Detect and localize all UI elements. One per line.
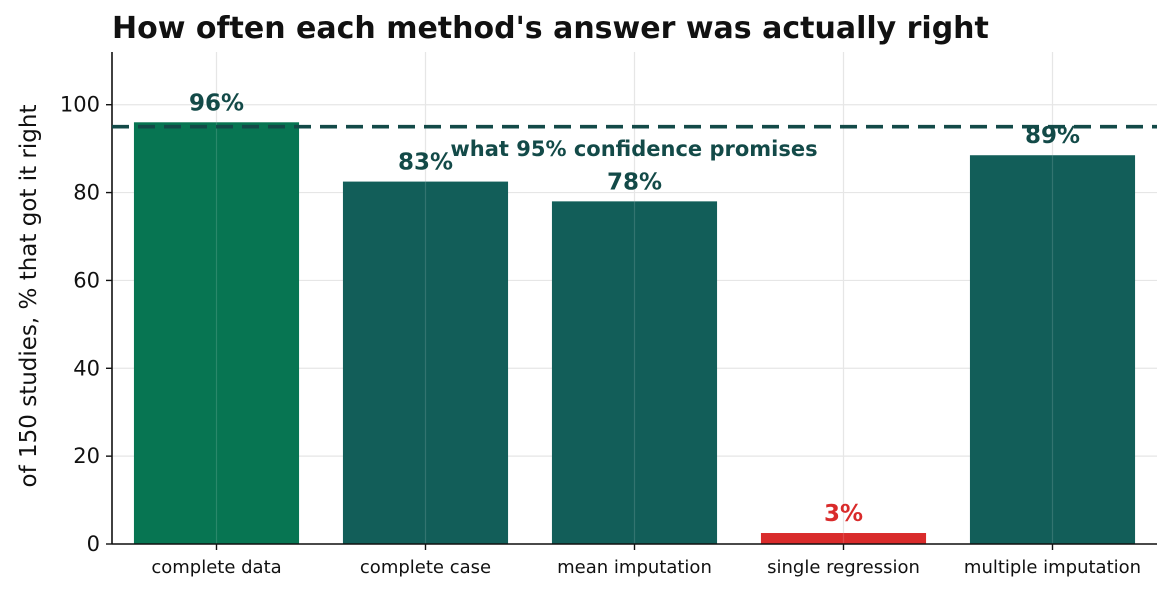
axis-ticks: 0 20 40 60 80 100 complete data complete case me… xyxy=(60,93,1141,578)
y-axis-title: of 150 studies, % that got it right xyxy=(16,105,42,488)
data-label: 83% xyxy=(398,150,453,176)
data-label: 89% xyxy=(1025,123,1080,149)
x-tick-label: complete data xyxy=(151,557,281,578)
bar xyxy=(342,181,509,544)
data-label: 78% xyxy=(607,169,662,195)
bars xyxy=(133,122,1136,545)
bar xyxy=(969,155,1136,544)
reference-line-label: what 95% confidence promises xyxy=(450,137,817,161)
data-label: 96% xyxy=(189,90,244,116)
y-tick-label: 20 xyxy=(73,444,100,468)
x-tick-label: complete case xyxy=(360,557,491,578)
y-tick-label: 0 xyxy=(87,532,100,556)
x-tick-label: multiple imputation xyxy=(964,557,1141,578)
bar xyxy=(760,533,927,544)
x-tick-label: single regression xyxy=(767,557,920,578)
y-tick-label: 60 xyxy=(73,268,100,292)
bar xyxy=(551,201,718,544)
data-labels: 96% 83% 78% 3% 89% xyxy=(189,90,1080,527)
y-tick-label: 100 xyxy=(60,93,100,117)
x-tick-label: mean imputation xyxy=(557,557,712,578)
reference-line-group: what 95% confidence promises xyxy=(112,124,1157,161)
y-tick-label: 80 xyxy=(73,181,100,205)
chart-title: How often each method's answer was actua… xyxy=(112,11,989,46)
y-tick-label: 40 xyxy=(73,356,100,380)
bar xyxy=(133,122,300,545)
data-label: 3% xyxy=(824,501,863,527)
